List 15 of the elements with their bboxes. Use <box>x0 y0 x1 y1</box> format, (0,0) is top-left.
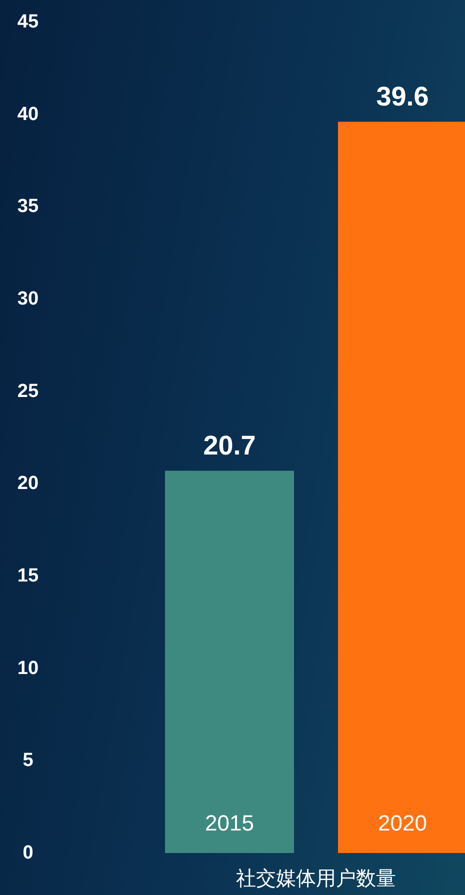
y-tick-label: 45 <box>17 12 39 32</box>
x-axis-title: 社交媒体用户数量 <box>236 868 396 890</box>
x-tick-label: 2020 <box>378 810 427 836</box>
y-tick-label: 0 <box>22 842 34 864</box>
y-tick-label: 35 <box>17 196 39 218</box>
data-label: 39.6 <box>376 82 429 112</box>
y-tick-label: 30 <box>17 288 39 310</box>
y-tick-label: 25 <box>17 380 39 402</box>
y-tick-label: 10 <box>17 658 39 679</box>
y-tick-label: 40 <box>17 104 39 125</box>
data-label: 20.7 <box>203 430 256 461</box>
y-tick-label: 15 <box>17 566 39 586</box>
y-tick-label: 20 <box>17 473 39 494</box>
x-tick-label: 2015 <box>205 810 254 836</box>
y-tick-label: 5 <box>22 750 34 772</box>
